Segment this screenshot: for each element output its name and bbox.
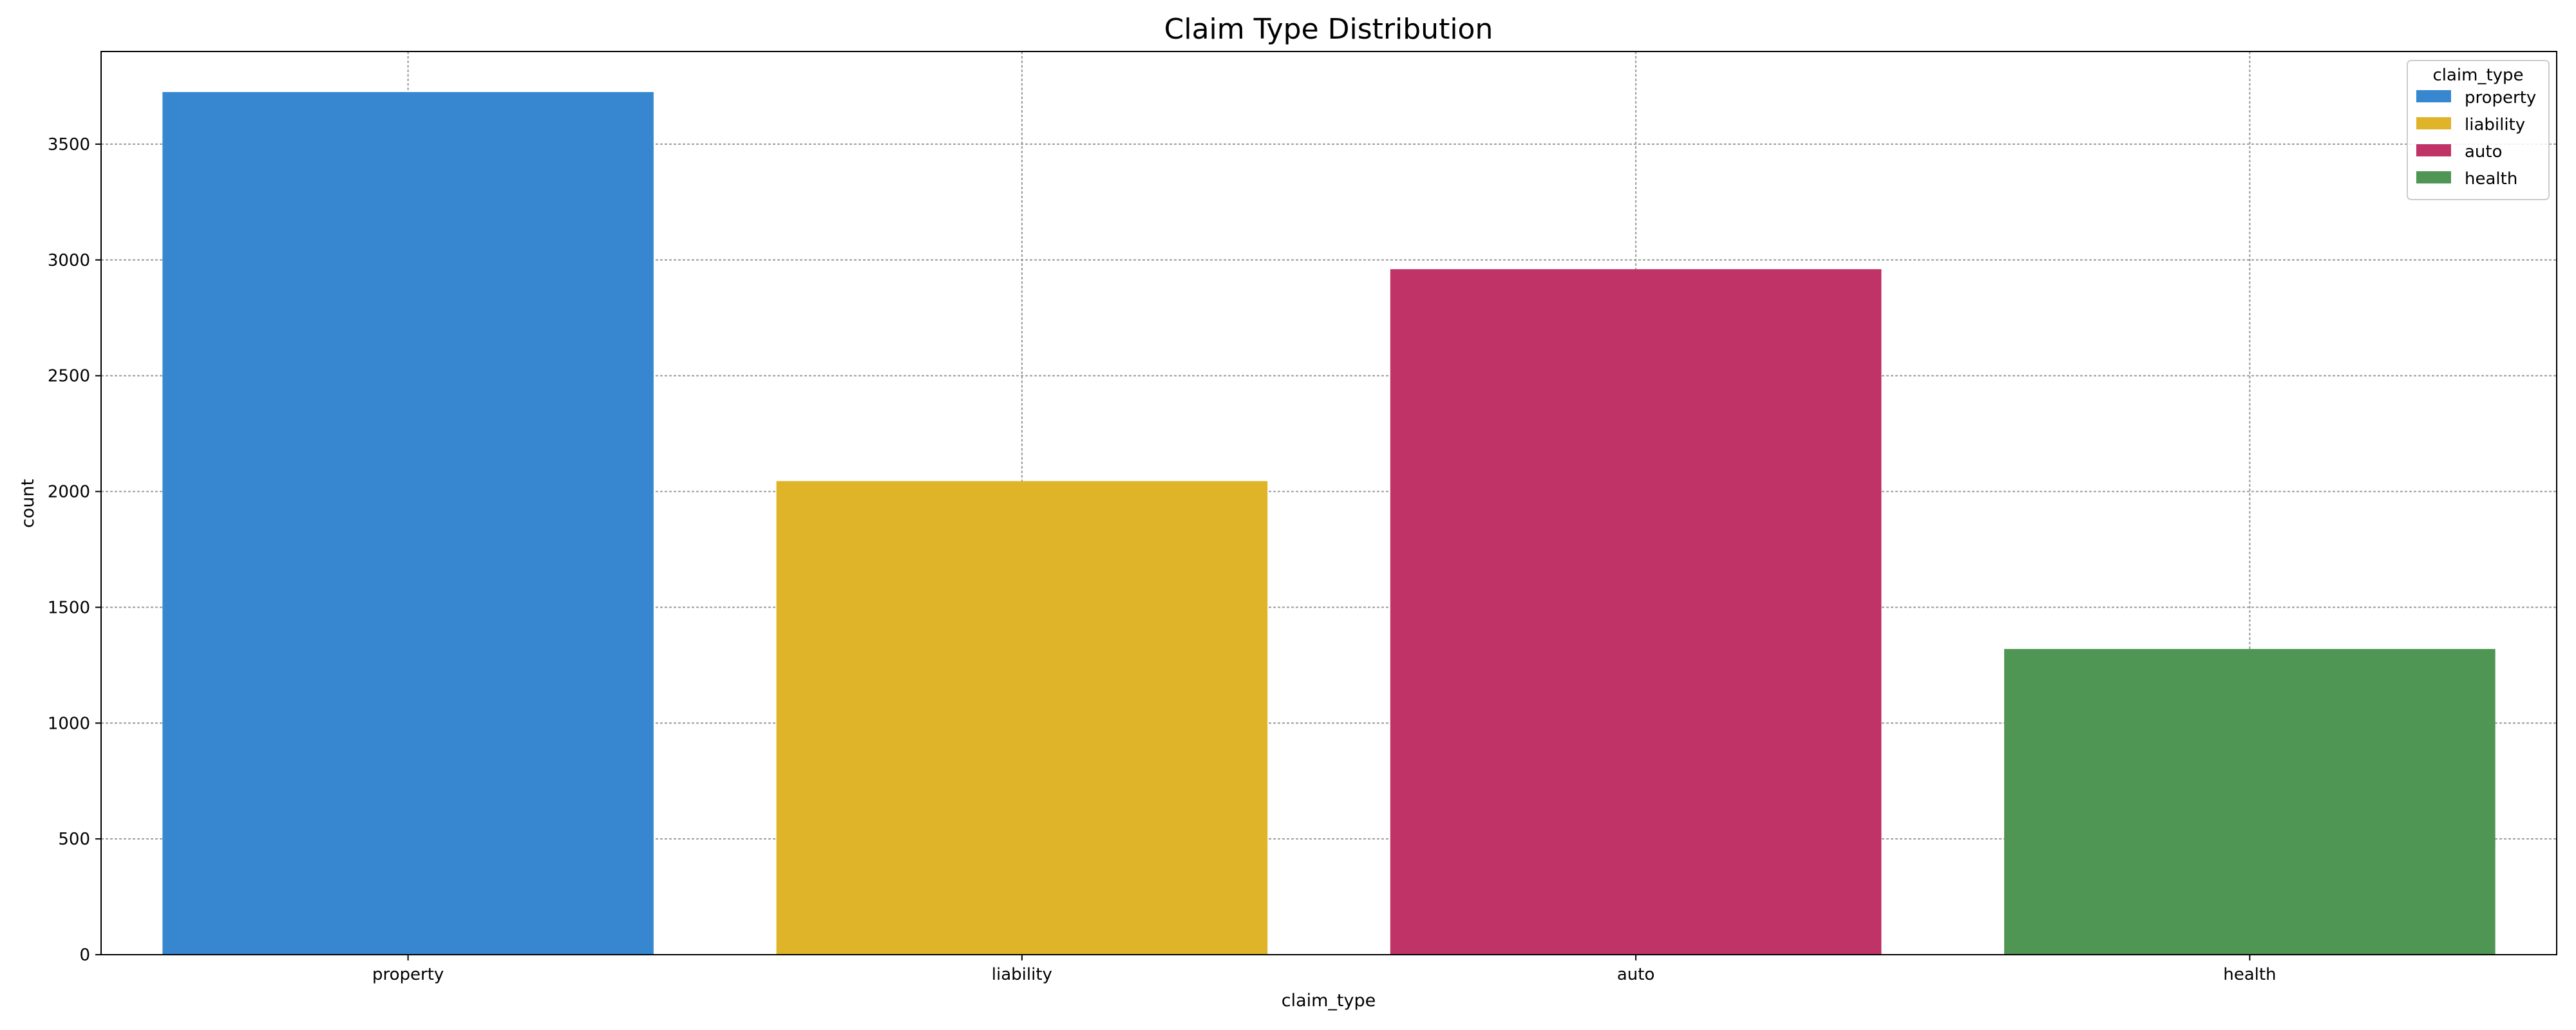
bar-property [162, 91, 654, 955]
legend-label-liability: liability [2465, 115, 2525, 135]
x-axis-ticks: property liability auto health [372, 955, 2277, 984]
legend-title: claim_type [2432, 66, 2523, 85]
x-tick-label: health [2223, 965, 2276, 984]
bar-auto [1390, 269, 1882, 955]
y-tick-label: 500 [58, 830, 90, 849]
bar-health [2004, 649, 2496, 955]
legend-swatch-auto [2416, 144, 2451, 156]
y-axis-label: count [18, 479, 38, 528]
legend-swatch-property [2416, 90, 2451, 102]
x-tick-label: auto [1617, 965, 1655, 984]
bar-liability [776, 481, 1268, 955]
legend-swatch-liability [2416, 117, 2451, 129]
x-tick-label: liability [992, 965, 1052, 984]
plot-frame [100, 51, 2557, 955]
y-tick-label: 2000 [48, 483, 90, 502]
chart-title: Claim Type Distribution [1164, 13, 1493, 46]
legend-swatch-health [2416, 171, 2451, 183]
y-tick-label: 0 [79, 946, 90, 965]
y-tick-label: 1000 [48, 714, 90, 733]
bars [162, 91, 2496, 955]
y-tick-label: 3500 [48, 135, 90, 154]
y-tick-label: 1500 [48, 598, 90, 617]
legend: claim_type property liability auto health [2407, 60, 2550, 200]
legend-label-property: property [2465, 88, 2536, 108]
x-tick-label: property [372, 965, 444, 984]
y-axis-ticks: 0 500 1000 1500 2000 2500 3000 3500 [48, 135, 101, 965]
y-tick-label: 2500 [48, 367, 90, 386]
legend-label-auto: auto [2465, 142, 2503, 162]
y-tick-label: 3000 [48, 251, 90, 270]
x-axis-label: claim_type [1282, 991, 1376, 1011]
legend-label-health: health [2465, 169, 2517, 189]
